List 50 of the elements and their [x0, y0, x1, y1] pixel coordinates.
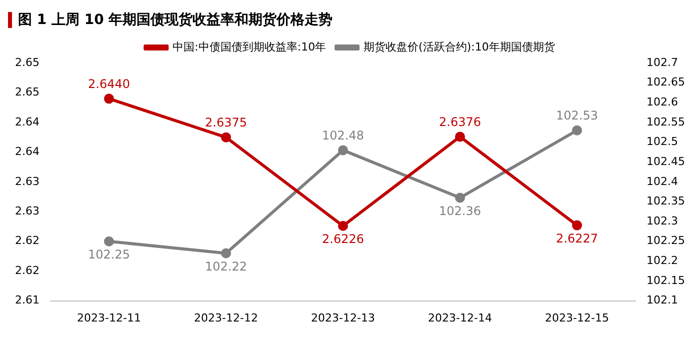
point	[572, 125, 582, 136]
data-label: 2.6376	[439, 114, 482, 129]
data-label: 2.6440	[88, 76, 130, 91]
data-label: 102.53	[556, 108, 598, 122]
y-tick-label: 2.63	[14, 174, 40, 188]
y2-tick-label: 102.1	[646, 294, 678, 307]
data-label: 102.25	[88, 247, 130, 262]
point	[221, 132, 231, 142]
chart-title: 图 1 上周 10 年期国债现货收益率和期货价格走势	[18, 11, 333, 29]
data-label: 2.6375	[205, 115, 247, 130]
y2-tick-label: 102.5	[646, 135, 678, 148]
point	[455, 132, 466, 142]
y-tick-label: 2.65	[14, 56, 40, 69]
y2-tick-label: 102.2	[646, 254, 678, 268]
legend-label: 期货收盘价(活跃合约):10年期国债期货	[364, 40, 555, 54]
point	[572, 220, 582, 230]
data-label: 2.6227	[556, 231, 598, 246]
y2-tick-label: 102.4	[646, 174, 678, 188]
point	[338, 145, 348, 156]
y2-tick-label: 102.25	[646, 234, 686, 248]
y-tick-label: 2.64	[14, 145, 40, 158]
y2-tick-label: 102.65	[646, 76, 686, 89]
y2-tick-label: 102.6	[646, 95, 678, 108]
y2-tick-label: 102.7	[646, 56, 678, 69]
data-label: 102.36	[439, 204, 482, 218]
y2-tick-label: 102.55	[646, 115, 686, 128]
legend-label: 中国:中债国债到期收益率:10年	[172, 40, 326, 54]
y-tick-label: 2.63	[14, 204, 40, 218]
y-tick-label: 2.61	[14, 294, 40, 307]
y-tick-label: 2.64	[14, 115, 40, 128]
point	[338, 220, 348, 231]
point	[104, 94, 114, 104]
point	[455, 192, 466, 203]
y-tick-label: 2.62	[14, 234, 40, 248]
y2-tick-label: 102.35	[646, 194, 686, 208]
point	[221, 248, 231, 258]
data-label: 102.48	[322, 128, 364, 142]
y-tick-label: 2.62	[14, 264, 40, 277]
x-tick-label: 2023-12-13	[311, 311, 375, 324]
x-tick-label: 2023-12-15	[545, 311, 609, 324]
point	[104, 236, 114, 246]
y2-tick-label: 102.3	[646, 214, 678, 228]
x-tick-label: 2023-12-12	[194, 311, 258, 324]
x-tick-label: 2023-12-11	[77, 311, 141, 324]
y2-tick-label: 102.45	[646, 154, 686, 168]
y2-tick-label: 102.15	[646, 274, 686, 287]
data-label: 2.6226	[322, 232, 364, 246]
data-label: 102.22	[205, 259, 247, 274]
y-tick-label: 2.65	[14, 86, 40, 99]
x-tick-label: 2023-12-14	[428, 311, 492, 324]
